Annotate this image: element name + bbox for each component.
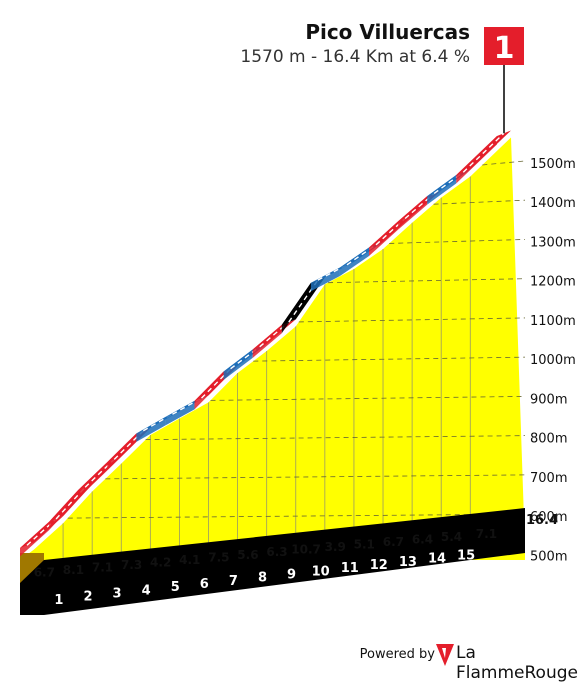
road-centerline bbox=[113, 430, 144, 460]
road-edge bbox=[310, 267, 340, 292]
gradient-label: 10.7 bbox=[291, 543, 321, 557]
y-tick-label: 1300m bbox=[530, 235, 576, 250]
km-label: 15 bbox=[457, 548, 475, 563]
road-edge bbox=[339, 247, 370, 276]
gradient-label: 5.4 bbox=[441, 530, 462, 544]
road-centerline bbox=[26, 518, 57, 546]
km-strip bbox=[20, 508, 525, 615]
y-tick-label: 1400m bbox=[530, 196, 576, 211]
road-centerline bbox=[404, 192, 435, 220]
gradient-label: 5.1 bbox=[354, 538, 375, 552]
profile-fill bbox=[20, 137, 525, 560]
km-label: 5 bbox=[171, 580, 180, 595]
km-label: 12 bbox=[370, 558, 388, 573]
gradient-label: 7.1 bbox=[476, 527, 497, 541]
elevation-gridline bbox=[145, 435, 526, 441]
gradient-label: 5.6 bbox=[237, 548, 258, 562]
summit-flag bbox=[484, 27, 524, 65]
km-label: 4 bbox=[142, 583, 151, 598]
elevation-gridline bbox=[298, 317, 526, 323]
y-tick-label: 800m bbox=[530, 432, 567, 447]
elevation-gridline bbox=[210, 395, 526, 401]
road-centerline bbox=[84, 458, 115, 488]
brand-name: La FlammeRouge bbox=[456, 643, 578, 683]
y-tick-label: 1100m bbox=[530, 314, 576, 329]
summit-flag-label: 1 bbox=[494, 31, 515, 66]
gradient-label: 6.3 bbox=[266, 545, 287, 559]
gradient-label: 7.5 bbox=[208, 550, 229, 564]
road-edge bbox=[165, 400, 195, 426]
road-edge bbox=[136, 416, 166, 442]
y-tick-label: 1200m bbox=[530, 275, 576, 290]
km-label: 13 bbox=[399, 555, 417, 570]
gradient-label: 8.1 bbox=[63, 563, 84, 577]
km-label: 7 bbox=[229, 574, 238, 589]
km-label: 8 bbox=[258, 571, 267, 586]
powered-by-label: Powered by bbox=[359, 647, 435, 662]
elevation-gridline bbox=[482, 160, 526, 166]
gradient-label: 6.7 bbox=[383, 535, 404, 549]
km-label: 14 bbox=[428, 552, 446, 567]
y-tick-label: 900m bbox=[530, 392, 567, 407]
elevation-gridline bbox=[389, 239, 526, 244]
gradient-label: 4.2 bbox=[150, 555, 171, 569]
gradient-label: 3.9 bbox=[325, 540, 346, 554]
road-centerline bbox=[375, 218, 406, 246]
km-label: 9 bbox=[287, 567, 296, 582]
road-edge bbox=[252, 324, 282, 358]
km-label: 1 bbox=[54, 593, 63, 608]
road-centerline bbox=[201, 368, 232, 399]
gradient-label: 7.3 bbox=[121, 558, 142, 572]
gradient-label: 6.7 bbox=[34, 566, 55, 580]
km-label: 10 bbox=[312, 564, 330, 579]
elevation-gridline bbox=[105, 474, 526, 480]
y-tick-label: 1000m bbox=[530, 353, 576, 368]
y-tick-label: 1500m bbox=[530, 157, 576, 172]
gradient-label: 4.1 bbox=[179, 553, 200, 567]
elevation-gridline bbox=[328, 278, 526, 284]
y-tick-label: 600m bbox=[530, 510, 567, 525]
elevation-gridline bbox=[253, 356, 526, 362]
road-centerline bbox=[55, 486, 86, 520]
chart-title: Pico Villuercas bbox=[305, 20, 470, 44]
km-label: 3 bbox=[113, 586, 122, 601]
km-label: 2 bbox=[83, 590, 92, 605]
elevation-gridline bbox=[433, 199, 526, 205]
chart-subtitle: 1570 m - 16.4 Km at 6.4 % bbox=[240, 47, 470, 67]
km-label: 6 bbox=[200, 577, 209, 592]
flamme-rouge-logo-icon bbox=[436, 644, 454, 666]
km-label: 11 bbox=[341, 561, 359, 576]
gradient-label: 7.1 bbox=[92, 561, 113, 575]
y-tick-label: 500m bbox=[530, 549, 567, 564]
end-distance-label: 16.4 bbox=[526, 513, 558, 528]
y-tick-label: 700m bbox=[530, 471, 567, 486]
gradient-label: 6.4 bbox=[412, 532, 433, 546]
road-centerline bbox=[462, 132, 505, 173]
elevation-gridline bbox=[67, 513, 526, 519]
